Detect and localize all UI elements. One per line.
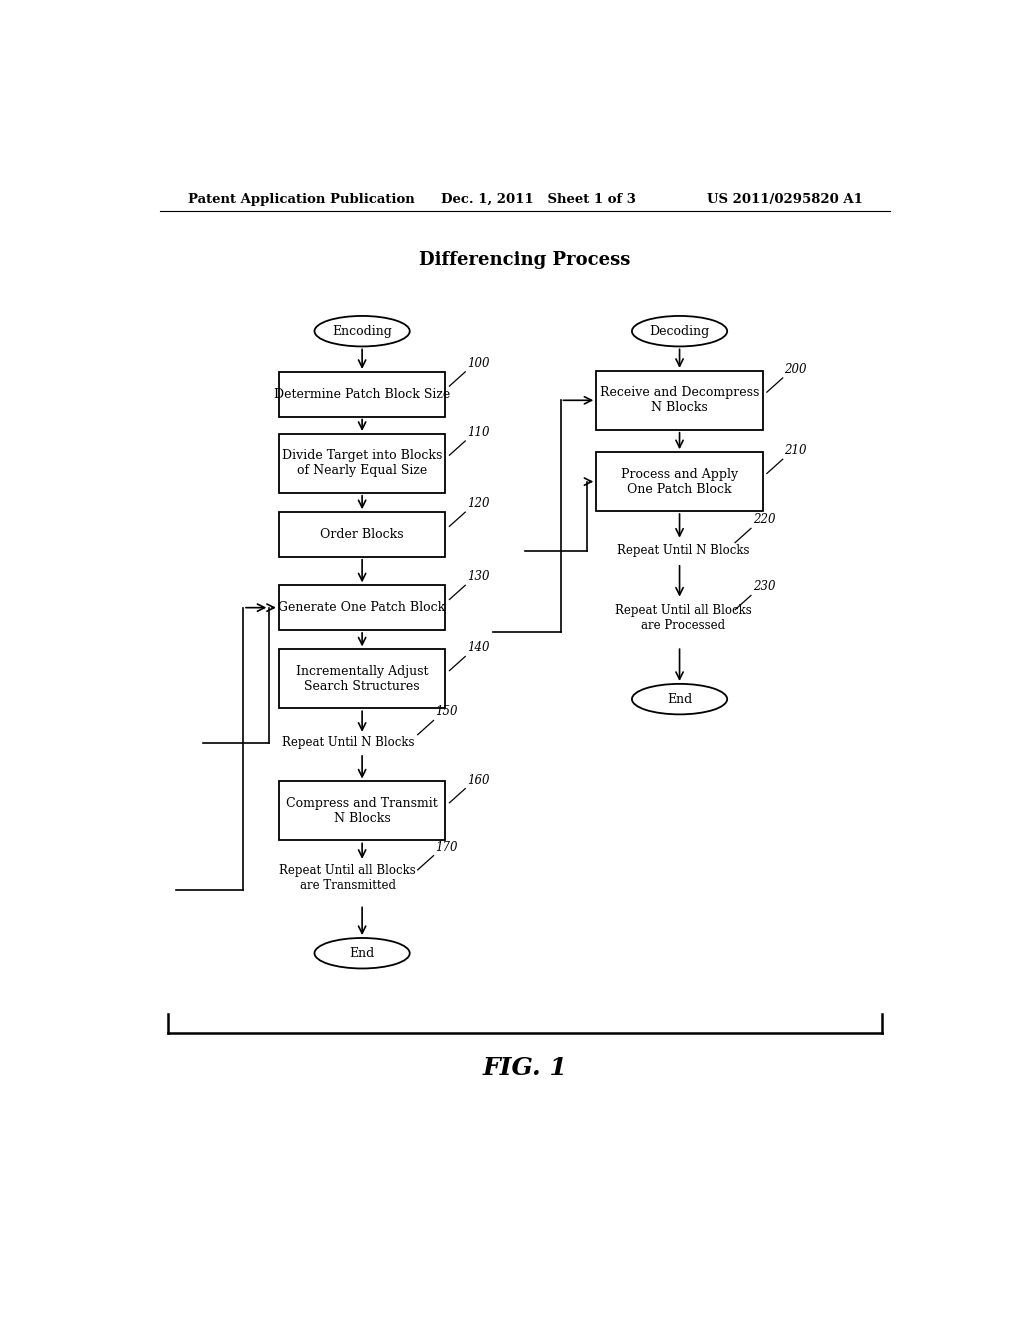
Text: FIG. 1: FIG. 1 <box>482 1056 567 1080</box>
Text: 170: 170 <box>435 841 458 854</box>
Text: 120: 120 <box>467 498 489 510</box>
Text: Generate One Patch Block: Generate One Patch Block <box>279 601 445 614</box>
Text: US 2011/0295820 A1: US 2011/0295820 A1 <box>708 193 863 206</box>
Text: Determine Patch Block Size: Determine Patch Block Size <box>274 388 451 401</box>
Text: 160: 160 <box>467 774 489 787</box>
Text: Incrementally Adjust
Search Structures: Incrementally Adjust Search Structures <box>296 665 428 693</box>
Text: Order Blocks: Order Blocks <box>321 528 403 541</box>
Text: Repeat Until all Blocks
are Transmitted: Repeat Until all Blocks are Transmitted <box>280 865 416 892</box>
Text: Repeat Until N Blocks: Repeat Until N Blocks <box>617 544 750 557</box>
Text: End: End <box>349 946 375 960</box>
Text: Divide Target into Blocks
of Nearly Equal Size: Divide Target into Blocks of Nearly Equa… <box>282 449 442 478</box>
Text: Compress and Transmit
N Blocks: Compress and Transmit N Blocks <box>287 797 438 825</box>
Text: Repeat Until N Blocks: Repeat Until N Blocks <box>282 737 414 750</box>
Text: 110: 110 <box>467 426 489 440</box>
Text: Encoding: Encoding <box>332 325 392 338</box>
Text: 150: 150 <box>435 705 458 718</box>
Text: 210: 210 <box>784 445 807 457</box>
Text: 100: 100 <box>467 356 489 370</box>
Text: 140: 140 <box>467 642 489 655</box>
Text: End: End <box>667 693 692 706</box>
Text: Receive and Decompress
N Blocks: Receive and Decompress N Blocks <box>600 387 759 414</box>
Text: Process and Apply
One Patch Block: Process and Apply One Patch Block <box>621 467 738 495</box>
Text: Repeat Until all Blocks
are Processed: Repeat Until all Blocks are Processed <box>615 603 752 632</box>
Text: 220: 220 <box>753 513 775 527</box>
Text: 230: 230 <box>753 581 775 594</box>
Text: Dec. 1, 2011   Sheet 1 of 3: Dec. 1, 2011 Sheet 1 of 3 <box>441 193 636 206</box>
Text: Differencing Process: Differencing Process <box>419 251 631 269</box>
Text: Decoding: Decoding <box>649 325 710 338</box>
Text: Patent Application Publication: Patent Application Publication <box>187 193 415 206</box>
Text: 130: 130 <box>467 570 489 583</box>
Text: 200: 200 <box>784 363 807 376</box>
